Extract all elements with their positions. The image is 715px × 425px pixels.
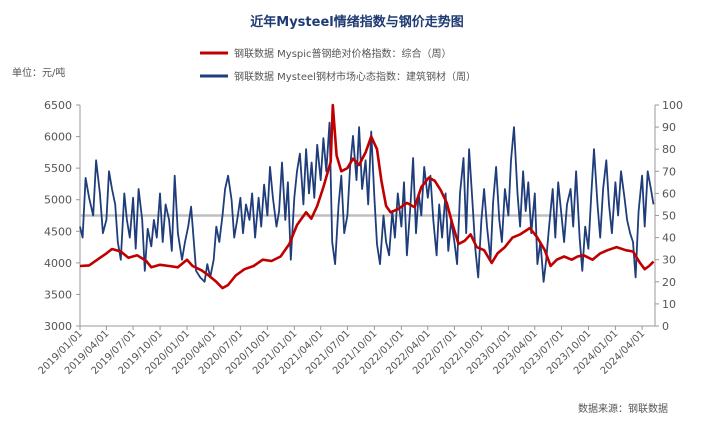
left-tick-label: 6500 xyxy=(44,99,72,112)
unit-label: 单位：元/吨 xyxy=(12,66,65,79)
right-y-axis: 0 10 20 30 40 50 60 70 80 90 100 xyxy=(655,99,683,333)
left-tick-label: 6000 xyxy=(44,131,72,144)
legend: 钢联数据 Myspic普钢绝对价格指数：综合（周） 钢联数据 Mysteel钢材市… xyxy=(200,47,476,83)
right-tick-label: 70 xyxy=(662,165,676,178)
right-tick-label: 10 xyxy=(662,298,676,311)
right-tick-label: 40 xyxy=(662,232,676,245)
source-note: 数据来源：钢联数据 xyxy=(578,402,668,415)
right-tick-label: 100 xyxy=(662,99,683,112)
right-tick-label: 90 xyxy=(662,121,676,134)
left-tick-label: 4500 xyxy=(44,225,72,238)
legend-label-1: 钢联数据 Myspic普钢绝对价格指数：综合（周） xyxy=(234,47,452,60)
left-y-axis: 3000 3500 4000 4500 5000 5500 6000 6500 xyxy=(44,99,80,333)
right-tick-label: 80 xyxy=(662,143,676,156)
series-line-sentiment-index xyxy=(79,121,655,283)
right-tick-label: 60 xyxy=(662,187,676,200)
right-tick-label: 30 xyxy=(662,254,676,267)
right-tick-label: 0 xyxy=(662,320,669,333)
legend-label-2: 钢联数据 Mysteel钢材市场心态指数：建筑钢材（周） xyxy=(234,70,476,83)
left-tick-label: 3000 xyxy=(44,320,72,333)
left-tick-label: 3500 xyxy=(44,288,72,301)
right-tick-label: 50 xyxy=(662,210,676,223)
left-tick-label: 5500 xyxy=(44,162,72,175)
series-layer xyxy=(79,103,655,290)
x-axis: 2019/01/012019/04/012019/07/012019/10/01… xyxy=(37,326,647,377)
left-tick-label: 5000 xyxy=(44,194,72,207)
right-tick-label: 20 xyxy=(662,276,676,289)
chart-title: 近年Mysteel情绪指数与钢价走势图 xyxy=(250,14,463,30)
series-line-price-index xyxy=(79,103,655,290)
left-tick-label: 4000 xyxy=(44,257,72,270)
